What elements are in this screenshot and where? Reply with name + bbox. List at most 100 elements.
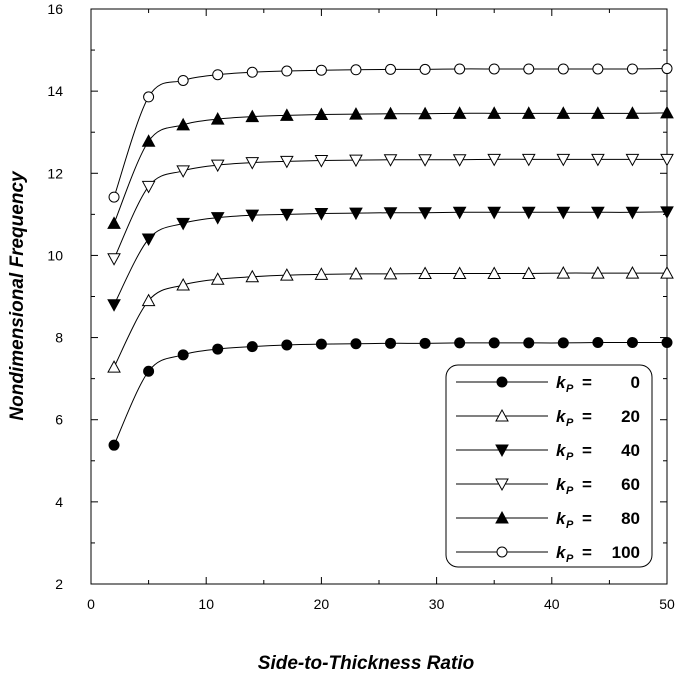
legend: k P = 0k P = 20k P = 40k P = 60k P = 80k P = 100 [445, 364, 653, 568]
legend-equals: = [582, 543, 592, 562]
legend-k-label: k [556, 475, 567, 494]
legend-subscript: P [566, 417, 574, 429]
data-point [107, 360, 121, 373]
legend-value: 100 [612, 543, 640, 562]
data-point [107, 216, 121, 229]
data-point [383, 207, 398, 220]
data-point [418, 154, 432, 167]
data-point [349, 207, 363, 221]
data-point [107, 299, 121, 312]
data-point [660, 105, 674, 119]
series-40 [107, 206, 674, 312]
data-point [143, 365, 155, 377]
data-point [592, 337, 604, 348]
data-point [419, 63, 431, 75]
data-point [383, 106, 398, 120]
y-tick-label: 12 [47, 165, 63, 181]
legend-entry: k P = 40 [456, 441, 640, 463]
legend-entry: k P = 60 [456, 475, 640, 497]
data-point [487, 106, 502, 119]
data-point [246, 66, 258, 78]
series-80 [107, 105, 674, 229]
data-point [279, 155, 294, 169]
data-point [523, 337, 535, 349]
x-tick-label: 40 [544, 596, 560, 612]
data-point [350, 338, 362, 350]
x-tick-label: 30 [429, 596, 445, 612]
data-point [141, 293, 156, 307]
legend-k-label: k [556, 441, 567, 460]
data-point [591, 206, 605, 220]
legend-subscript: P [566, 553, 574, 565]
data-point [487, 206, 502, 220]
legend-value: 20 [621, 407, 640, 426]
legend-box [445, 364, 653, 568]
series-layer [107, 63, 674, 451]
legend-subscript: P [566, 485, 574, 497]
data-point [418, 106, 432, 120]
series-line [113, 211, 668, 305]
data-point [660, 206, 674, 219]
data-point [521, 106, 536, 119]
data-point [625, 153, 640, 167]
data-point [349, 154, 363, 168]
data-point [143, 91, 155, 103]
legend-value: 40 [621, 441, 640, 460]
legend-marker [495, 408, 509, 422]
data-point [279, 208, 294, 222]
data-point [521, 206, 536, 220]
data-point [176, 165, 191, 178]
data-point [385, 337, 397, 349]
data-point [314, 155, 329, 168]
x-tick-label: 50 [659, 596, 675, 612]
series-line [113, 272, 667, 368]
data-point [385, 63, 397, 75]
data-point [314, 107, 329, 121]
legend-entry: k P = 0 [456, 373, 640, 395]
data-point [626, 337, 638, 348]
data-point [141, 233, 156, 247]
data-point [556, 266, 571, 279]
data-point [557, 63, 569, 75]
data-point [177, 349, 189, 361]
legend-subscript: P [566, 383, 574, 395]
legend-value: 60 [621, 475, 640, 494]
data-point [383, 154, 398, 167]
data-point [349, 266, 363, 280]
data-point [452, 106, 467, 119]
data-point [521, 153, 536, 167]
data-point [383, 266, 398, 280]
data-point [279, 268, 294, 281]
data-point [279, 108, 294, 121]
data-point [591, 266, 605, 279]
series-20 [107, 266, 674, 373]
y-tick-label: 14 [47, 83, 63, 99]
legend-value: 0 [631, 373, 640, 392]
data-point [625, 266, 640, 279]
legend-k-label: k [556, 509, 567, 528]
axis-ticks: 0 10 20 30 40 50 2 4 6 8 10 12 14 16 [47, 1, 675, 612]
data-point [245, 109, 260, 123]
x-axis-title: Side-to-Thickness Ratio [258, 653, 474, 674]
data-point [315, 64, 327, 76]
legend-value: 80 [621, 509, 640, 528]
data-point [591, 153, 605, 167]
legend-equals: = [582, 373, 592, 392]
data-point [418, 207, 432, 220]
data-point [108, 191, 120, 203]
data-point [315, 338, 327, 350]
series-0 [108, 337, 673, 451]
data-point [314, 208, 329, 221]
data-point [419, 337, 431, 349]
legend-marker [496, 376, 508, 388]
data-point [660, 153, 674, 167]
data-point [454, 337, 466, 349]
data-point [487, 153, 502, 167]
series-line [113, 68, 668, 198]
data-point [592, 63, 604, 75]
data-point [626, 63, 638, 75]
data-point [661, 63, 673, 75]
data-point [281, 65, 293, 77]
legend-marker [496, 546, 508, 558]
